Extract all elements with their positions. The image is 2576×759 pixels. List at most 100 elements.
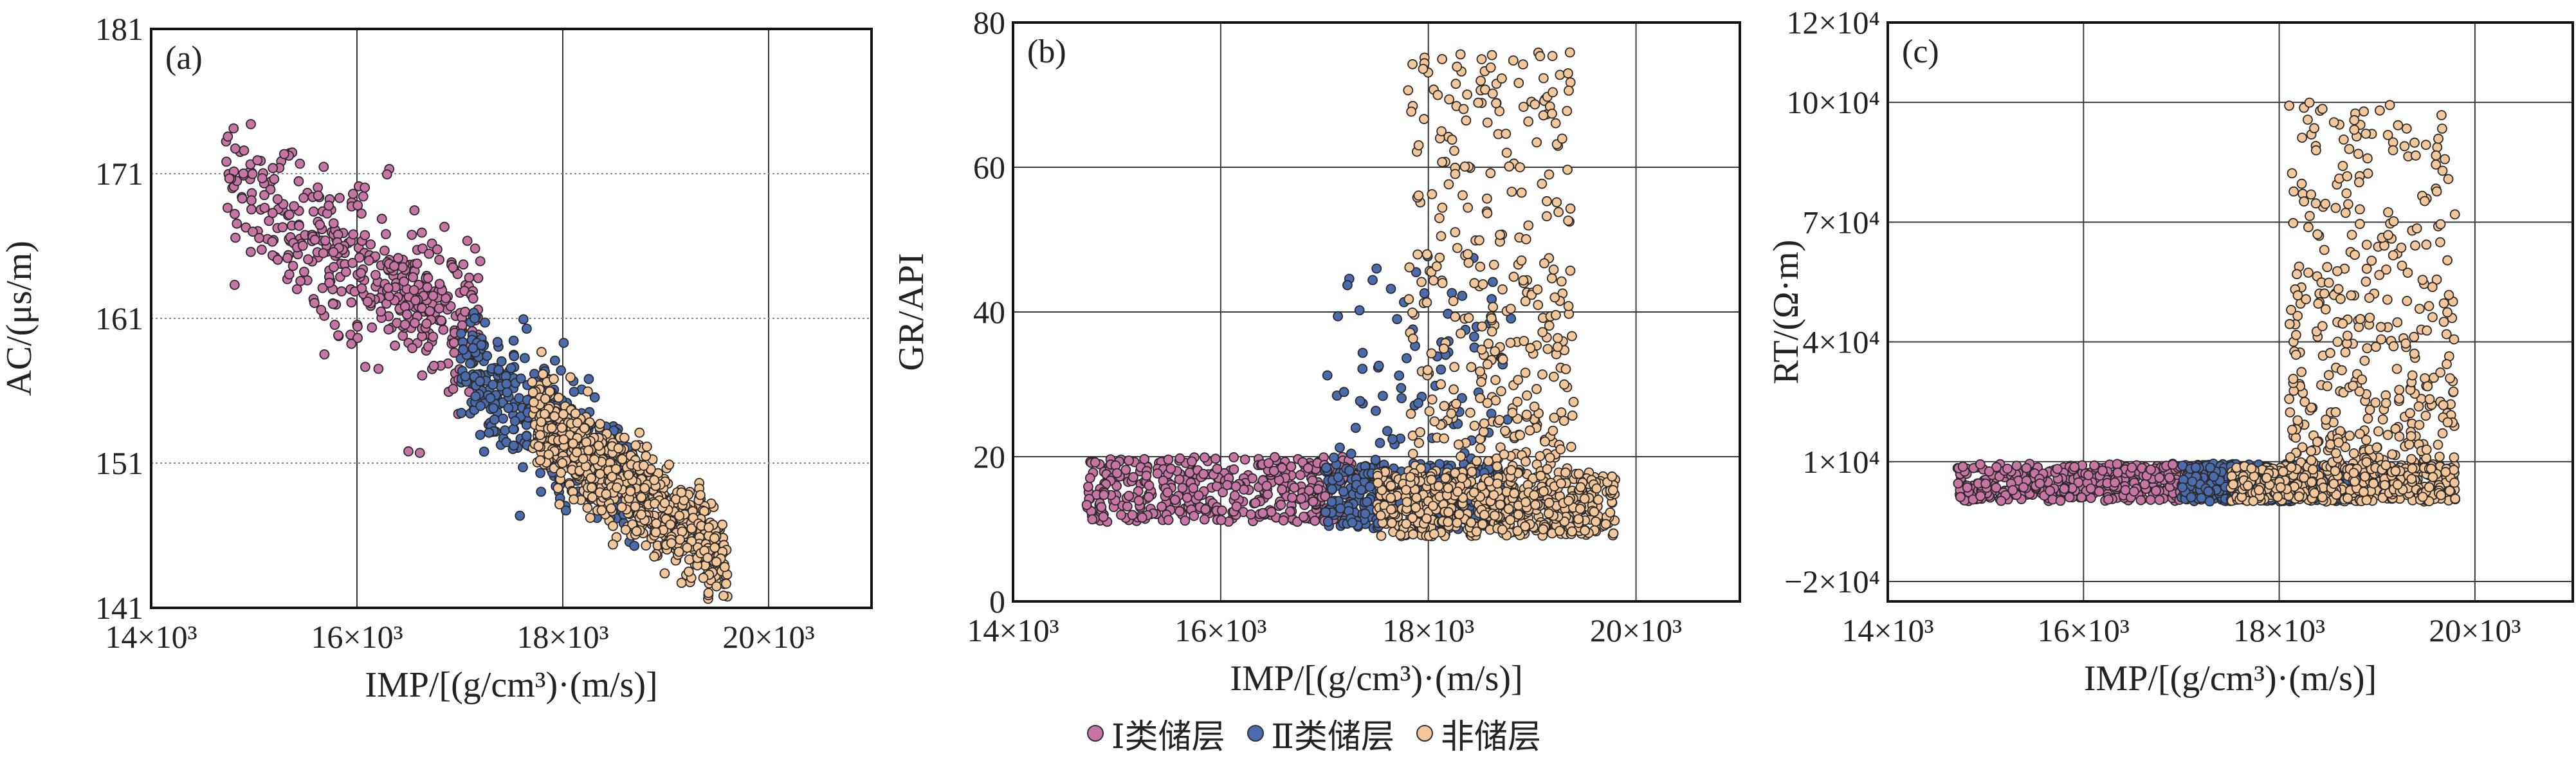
data-point-type1 bbox=[232, 218, 242, 229]
data-point-non bbox=[1457, 190, 1468, 201]
data-point-type1 bbox=[289, 201, 300, 212]
data-point-non bbox=[1567, 410, 1578, 421]
data-point-type1 bbox=[1263, 458, 1274, 468]
data-point-non bbox=[1497, 524, 1508, 535]
x-tick-label: 20×10³ bbox=[722, 619, 814, 655]
panel-label: (a) bbox=[165, 40, 203, 77]
data-point-non bbox=[1428, 275, 1439, 286]
data-point-non bbox=[2359, 106, 2370, 117]
data-point-type1 bbox=[475, 256, 486, 267]
data-point-non bbox=[528, 397, 539, 408]
data-point-type2 bbox=[1360, 508, 1371, 519]
data-point-non bbox=[1565, 265, 1576, 276]
data-point-type1 bbox=[462, 235, 473, 246]
data-point-type1 bbox=[434, 254, 444, 265]
data-point-non bbox=[2442, 307, 2453, 318]
data-point-type1 bbox=[246, 195, 257, 206]
data-point-non bbox=[570, 408, 581, 419]
data-point-non bbox=[1547, 108, 1557, 119]
data-point-non bbox=[673, 547, 684, 557]
data-point-non bbox=[2393, 120, 2404, 131]
data-point-non bbox=[2427, 282, 2438, 293]
data-point-type2 bbox=[515, 373, 526, 384]
data-point-non bbox=[1519, 336, 1530, 346]
data-point-non bbox=[1490, 374, 1501, 385]
data-point-non bbox=[1448, 296, 1459, 306]
data-point-non bbox=[1385, 504, 1396, 515]
data-point-type1 bbox=[298, 192, 309, 203]
data-point-type2 bbox=[2204, 496, 2215, 507]
data-point-type2 bbox=[508, 424, 518, 435]
data-point-type2 bbox=[475, 430, 486, 440]
data-point-non bbox=[1482, 398, 1493, 408]
data-point-non bbox=[1494, 415, 1505, 425]
data-point-non bbox=[2382, 430, 2393, 441]
data-point-non bbox=[1448, 384, 1459, 395]
data-point-non bbox=[1495, 499, 1506, 510]
data-point-type1 bbox=[1087, 514, 1098, 525]
data-point-non bbox=[1450, 169, 1461, 179]
data-point-type1 bbox=[376, 214, 387, 224]
data-point-type1 bbox=[2120, 484, 2131, 495]
data-point-type1 bbox=[381, 229, 391, 239]
data-point-type1 bbox=[2168, 459, 2178, 470]
data-point-type1 bbox=[1962, 482, 1973, 493]
data-point-type2 bbox=[558, 338, 569, 348]
data-point-non bbox=[579, 423, 590, 434]
data-point-non bbox=[2431, 150, 2442, 161]
data-point-type1 bbox=[341, 266, 351, 277]
data-point-type1 bbox=[346, 338, 357, 349]
data-point-non bbox=[1487, 88, 1498, 99]
data-point-type2 bbox=[456, 408, 467, 418]
data-point-type2 bbox=[2186, 492, 2197, 502]
data-point-type1 bbox=[239, 145, 250, 156]
data-point-non bbox=[544, 386, 555, 397]
data-point-type1 bbox=[2151, 486, 2161, 496]
data-point-type1 bbox=[408, 272, 418, 282]
data-point-type1 bbox=[434, 279, 445, 289]
data-point-type1 bbox=[1083, 481, 1093, 492]
panel-b: 14×10³ 16×10³ 18×10³ 20×10³020406080(b)IMP/… bbox=[891, 5, 1741, 699]
data-point-non bbox=[1429, 529, 1439, 539]
data-point-non bbox=[2414, 304, 2425, 315]
data-point-type1 bbox=[410, 295, 421, 306]
data-point-non bbox=[709, 533, 720, 544]
data-point-non bbox=[1459, 161, 1470, 172]
data-point-non bbox=[1535, 51, 1546, 62]
data-point-type1 bbox=[1139, 453, 1150, 464]
data-point-non bbox=[1457, 473, 1467, 483]
data-point-type2 bbox=[1333, 311, 1344, 322]
data-point-non bbox=[2434, 237, 2445, 248]
data-point-type2 bbox=[470, 391, 481, 402]
data-point-non bbox=[1495, 386, 1506, 397]
data-point-non bbox=[1404, 262, 1415, 273]
data-point-non bbox=[2292, 415, 2303, 426]
data-point-type1 bbox=[309, 234, 320, 245]
data-point-non bbox=[1531, 137, 1542, 148]
data-point-type1 bbox=[367, 322, 378, 333]
series-type1 bbox=[221, 119, 486, 458]
data-point-non bbox=[682, 542, 693, 553]
data-point-non bbox=[1411, 502, 1421, 513]
data-point-non bbox=[2319, 288, 2330, 299]
data-point-non bbox=[2433, 439, 2444, 450]
data-point-non bbox=[1454, 509, 1465, 520]
data-point-non bbox=[1469, 278, 1480, 289]
data-point-type2 bbox=[501, 378, 512, 389]
data-point-type2 bbox=[509, 416, 520, 426]
data-point-non bbox=[1482, 208, 1493, 219]
data-point-type1 bbox=[247, 169, 258, 179]
data-point-non bbox=[1567, 526, 1578, 537]
data-point-non bbox=[558, 434, 569, 445]
data-point-type1 bbox=[356, 283, 367, 294]
data-point-type2 bbox=[515, 510, 525, 521]
data-point-non bbox=[1566, 331, 1577, 342]
data-point-non bbox=[2332, 336, 2343, 347]
data-point-non bbox=[1475, 443, 1486, 453]
data-point-non bbox=[2435, 367, 2446, 378]
data-point-non bbox=[703, 588, 714, 598]
data-point-non bbox=[1505, 338, 1516, 348]
data-point-non bbox=[1429, 416, 1440, 426]
data-point-type2 bbox=[518, 462, 528, 473]
data-point-non bbox=[1437, 278, 1448, 288]
